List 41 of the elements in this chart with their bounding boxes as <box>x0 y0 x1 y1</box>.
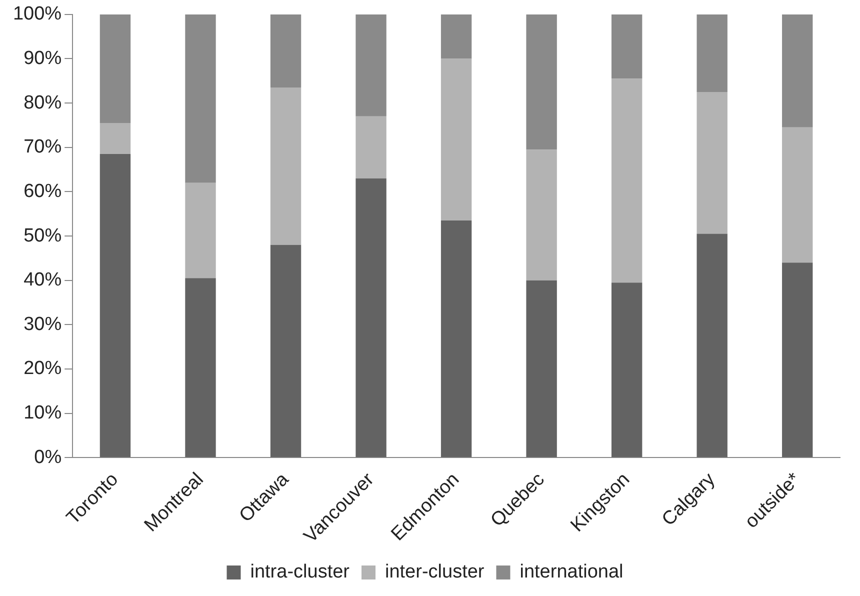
bar <box>185 182 216 278</box>
bar <box>696 234 728 458</box>
bar <box>782 127 813 263</box>
bar <box>185 278 216 458</box>
bar <box>100 122 131 154</box>
legend-label: intra-cluster <box>250 562 350 583</box>
y-tick-label: 70% <box>24 136 62 158</box>
bar <box>526 280 557 458</box>
legend-label: inter-cluster <box>384 562 485 583</box>
bar <box>611 14 642 79</box>
bar <box>185 14 216 183</box>
bar <box>100 14 131 123</box>
y-tick-label: 0% <box>34 446 62 468</box>
bar <box>611 78 642 283</box>
y-tick-label: 20% <box>24 358 62 380</box>
bar <box>440 14 472 59</box>
bar <box>782 14 813 128</box>
bar <box>696 14 728 92</box>
y-tick-label: 30% <box>24 314 62 335</box>
bar <box>100 154 131 458</box>
bar <box>611 282 642 458</box>
y-tick-label: 80% <box>24 92 62 114</box>
bar <box>356 116 386 178</box>
y-tick-label: 50% <box>24 225 62 246</box>
legend-label: international <box>520 562 624 583</box>
bar <box>270 244 302 458</box>
bar <box>440 58 472 221</box>
y-tick-label: 100% <box>12 4 62 25</box>
bar <box>526 150 557 280</box>
bar <box>270 14 302 88</box>
y-tick-label: 90% <box>24 48 62 69</box>
bar <box>696 92 728 234</box>
bar <box>356 14 386 116</box>
y-tick-label: 40% <box>24 270 62 291</box>
bar <box>440 220 472 458</box>
bar <box>270 88 302 245</box>
bar <box>356 178 386 458</box>
y-tick-label: 10% <box>24 402 62 424</box>
bar <box>526 14 557 150</box>
y-tick-label: 60% <box>24 180 62 202</box>
bar <box>782 262 813 458</box>
